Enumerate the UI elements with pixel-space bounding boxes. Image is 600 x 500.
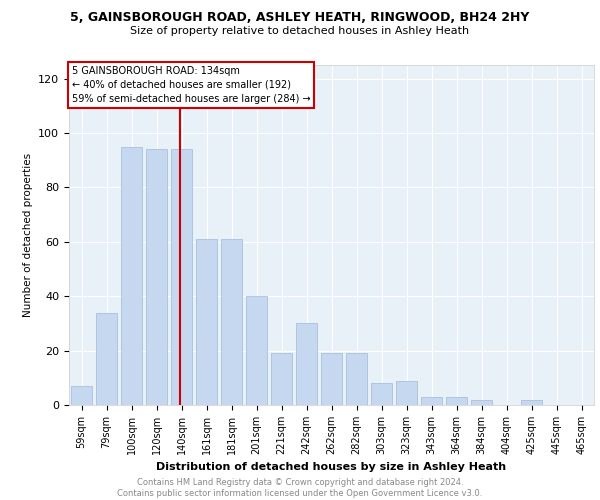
Y-axis label: Number of detached properties: Number of detached properties <box>23 153 32 317</box>
Text: Contains HM Land Registry data © Crown copyright and database right 2024.
Contai: Contains HM Land Registry data © Crown c… <box>118 478 482 498</box>
Bar <box>71 386 92 405</box>
Bar <box>321 354 342 405</box>
Bar <box>271 354 292 405</box>
Bar <box>146 150 167 405</box>
Bar <box>446 397 467 405</box>
Bar <box>171 150 192 405</box>
Bar <box>96 312 117 405</box>
Text: 5, GAINSBOROUGH ROAD, ASHLEY HEATH, RINGWOOD, BH24 2HY: 5, GAINSBOROUGH ROAD, ASHLEY HEATH, RING… <box>70 11 530 24</box>
Bar <box>246 296 267 405</box>
Bar <box>371 383 392 405</box>
Bar <box>421 397 442 405</box>
Bar <box>221 239 242 405</box>
Bar <box>521 400 542 405</box>
Bar <box>396 380 417 405</box>
Bar <box>121 146 142 405</box>
Bar <box>296 324 317 405</box>
Bar <box>471 400 492 405</box>
X-axis label: Distribution of detached houses by size in Ashley Heath: Distribution of detached houses by size … <box>157 462 506 472</box>
Text: Size of property relative to detached houses in Ashley Heath: Size of property relative to detached ho… <box>130 26 470 36</box>
Text: 5 GAINSBOROUGH ROAD: 134sqm
← 40% of detached houses are smaller (192)
59% of se: 5 GAINSBOROUGH ROAD: 134sqm ← 40% of det… <box>71 66 310 104</box>
Bar <box>346 354 367 405</box>
Bar <box>196 239 217 405</box>
